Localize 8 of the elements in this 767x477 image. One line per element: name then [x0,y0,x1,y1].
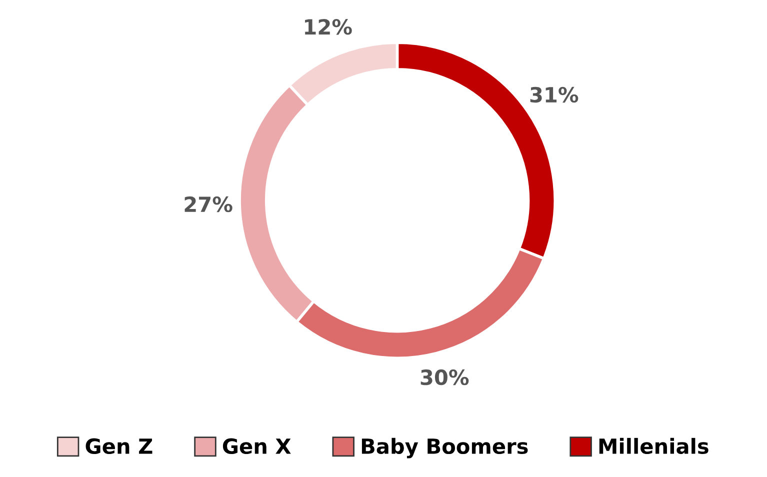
legend-label: Gen X [222,438,291,454]
legend-label: Millenials [599,438,708,454]
data-label: 31% [530,86,578,103]
data-label: 30% [420,369,469,386]
data-label: 12% [305,18,352,35]
data-label: 27% [184,196,232,212]
legend-label: Gen Z [86,438,152,454]
legend-label: Baby Boomers [362,438,528,458]
